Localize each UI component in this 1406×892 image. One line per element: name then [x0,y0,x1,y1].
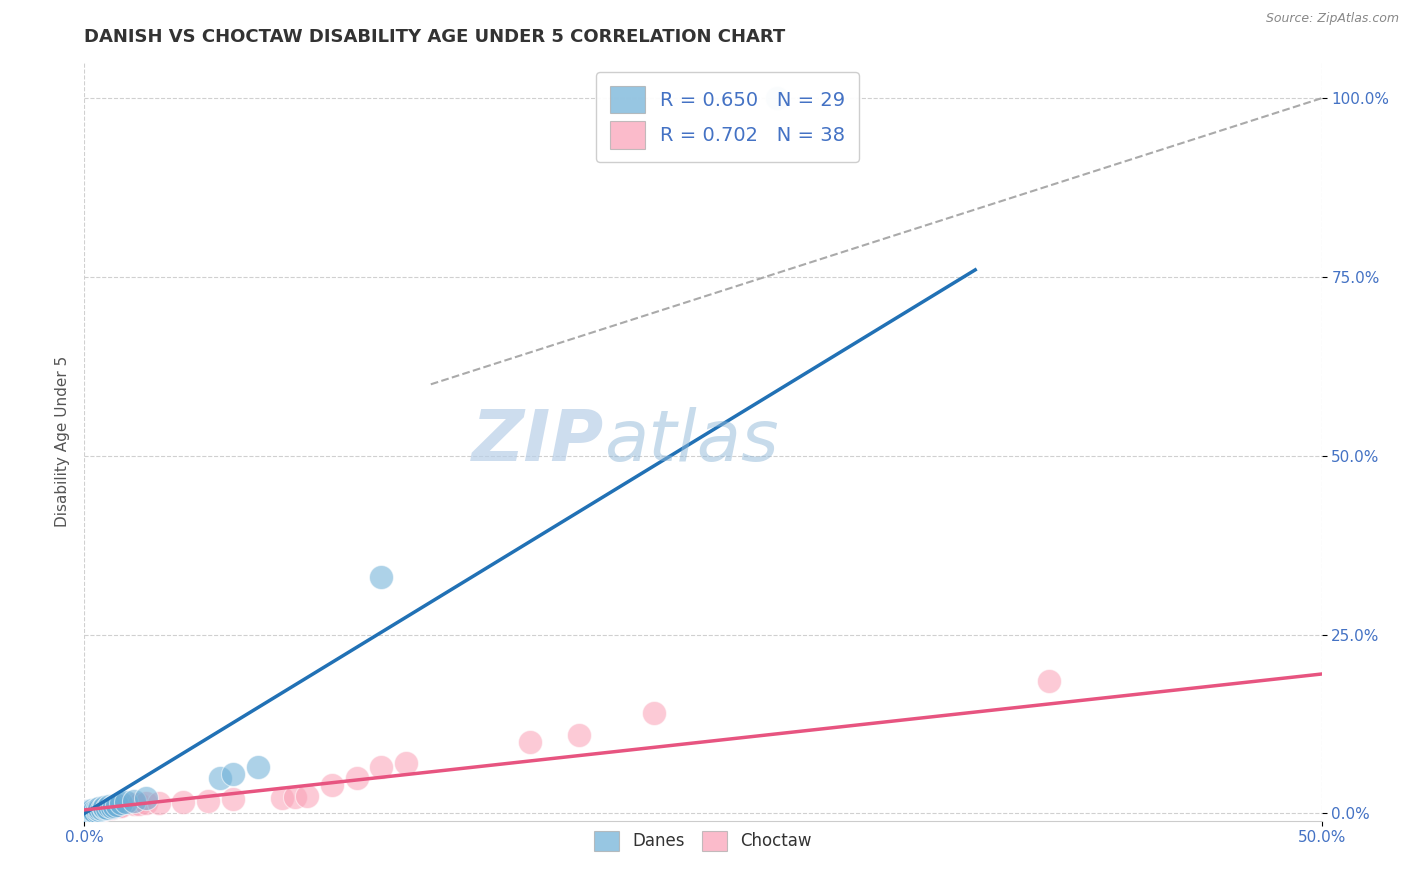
Point [766,91,789,105]
Point [80,805,103,819]
Point [86,805,108,819]
Point [643,706,665,721]
Point [76,805,98,820]
Point [93,801,115,815]
Point [110,797,132,811]
Point [395,756,418,771]
Point [86,805,108,819]
Point [128,797,150,812]
Point [86,802,108,816]
Point [222,767,245,781]
Point [89,803,111,817]
Point [96,801,118,815]
Point [222,792,245,806]
Point [90,802,112,816]
Point [370,760,392,774]
Point [246,760,269,774]
Point [122,797,145,812]
Point [89,801,111,815]
Point [100,801,122,815]
Point [135,797,157,811]
Point [105,797,128,812]
Point [80,803,103,817]
Point [96,801,118,815]
Point [103,798,125,813]
Point [122,794,145,808]
Point [93,801,115,815]
Point [79,805,101,819]
Point [83,804,105,818]
Text: Source: ZipAtlas.com: Source: ZipAtlas.com [1265,12,1399,25]
Point [172,795,194,809]
Point [321,778,343,792]
Point [76,805,98,819]
Point [148,796,170,810]
Point [1038,674,1060,689]
Point [105,799,128,814]
Text: ZIP: ZIP [472,407,605,476]
Point [93,802,115,816]
Y-axis label: Disability Age Under 5: Disability Age Under 5 [55,356,70,527]
Point [90,803,112,817]
Point [100,800,122,814]
Point [519,735,541,749]
Point [75,805,97,819]
Legend: Danes, Choctaw: Danes, Choctaw [588,824,818,858]
Point [370,570,392,584]
Point [295,789,318,803]
Point [284,790,307,805]
Point [135,790,157,805]
Text: DANISH VS CHOCTAW DISABILITY AGE UNDER 5 CORRELATION CHART: DANISH VS CHOCTAW DISABILITY AGE UNDER 5… [84,28,786,45]
Point [115,795,138,809]
Point [89,804,111,818]
Point [86,803,108,817]
Point [76,805,98,820]
Point [76,805,98,819]
Point [90,802,112,816]
Point [103,800,125,814]
Point [79,805,101,819]
Point [79,804,101,818]
Point [271,790,294,805]
Point [209,771,232,785]
Point [110,798,132,813]
Text: atlas: atlas [605,407,779,476]
Point [98,799,121,814]
Point [98,801,121,815]
Point [568,728,591,742]
Point [197,794,219,808]
Point [83,804,105,818]
Point [108,799,131,814]
Point [80,805,103,819]
Point [346,771,368,785]
Point [98,801,121,815]
Point [93,800,115,814]
